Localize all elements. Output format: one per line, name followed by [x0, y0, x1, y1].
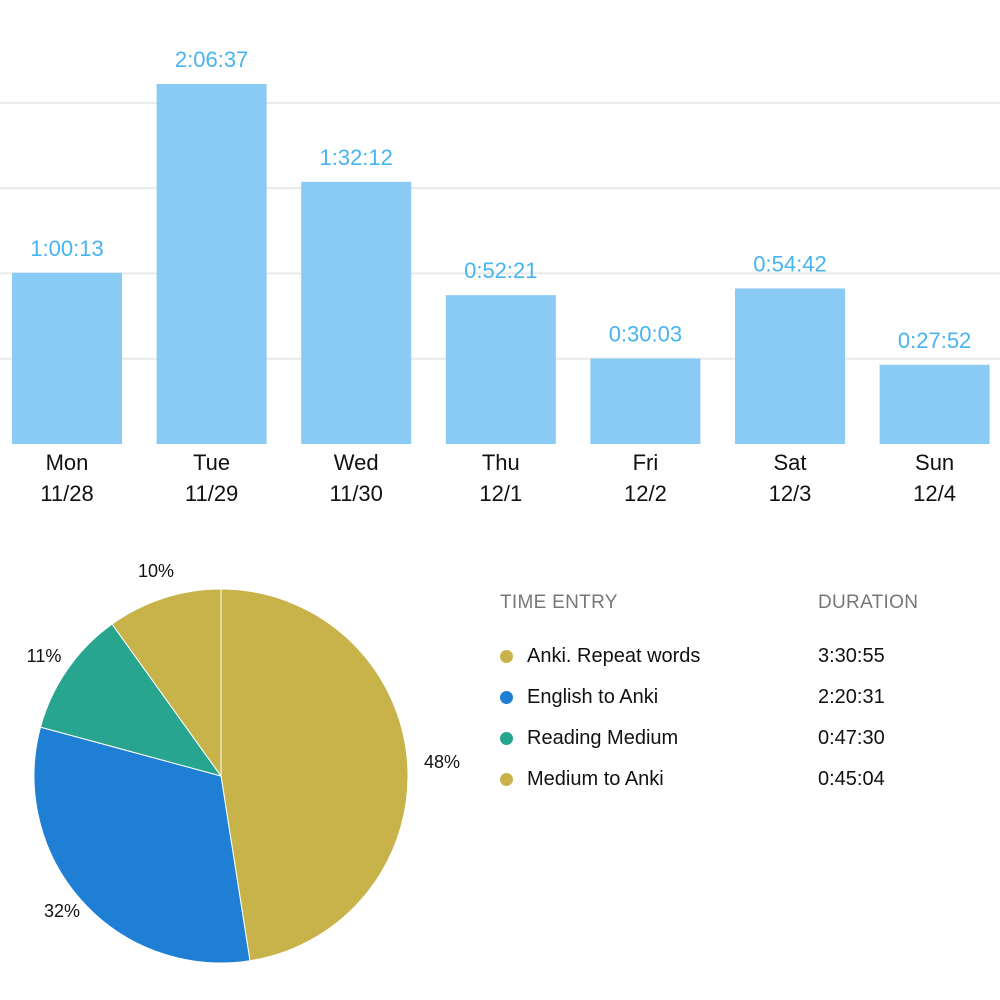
time-entry-column-header: TIME ENTRY: [500, 592, 618, 613]
x-tick-day-label: Wed: [334, 450, 379, 475]
legend-color-dot-icon: [500, 691, 513, 704]
bar-value-label: 2:06:37: [175, 47, 248, 72]
legend-header: TIME ENTRY DURATION: [500, 590, 980, 616]
pie-percent-label: 10%: [138, 561, 174, 581]
pie-slice-medium-to-anki[interactable]: [111, 588, 222, 778]
bar-sat[interactable]: [735, 288, 845, 444]
legend-row[interactable]: English to Anki 2:20:31: [500, 677, 980, 718]
legend-entry-name: English to Anki: [527, 686, 659, 708]
bar-mon[interactable]: [12, 272, 122, 444]
legend-entry-name: Reading Medium: [527, 727, 679, 749]
legend-duration-value: 0:47:30: [818, 727, 885, 749]
legend-duration-value: 2:20:31: [818, 686, 885, 708]
daily-duration-bar-chart: 1:00:13 2:06:37 1:32:12 0:52:21 0:30:03 0:54:…: [0, 47, 1000, 506]
x-tick-date-label: 12/1: [479, 481, 522, 506]
pie-percent-label: 11%: [27, 646, 62, 666]
pie-slice-reading-medium[interactable]: [39, 623, 223, 777]
x-tick-date-label: 11/30: [329, 481, 382, 506]
x-tick-date-label: 12/2: [624, 481, 667, 506]
legend-row[interactable]: Anki. Repeat words 3:30:55: [500, 636, 980, 677]
legend-entry-name: Medium to Anki: [527, 768, 664, 790]
bar-value-label: 0:52:21: [464, 258, 537, 283]
pie-percent-label: 48%: [424, 752, 460, 772]
legend-row[interactable]: Medium to Anki 0:45:04: [500, 759, 980, 800]
time-entry-legend-table: TIME ENTRY DURATION Anki. Repeat words 3:…: [500, 590, 980, 800]
legend-color-dot-icon: [500, 773, 513, 786]
legend-entry-cell: Reading Medium: [500, 727, 818, 750]
legend-entry-cell: Anki. Repeat words: [500, 645, 818, 668]
bar-fri[interactable]: [590, 358, 701, 444]
bar-thu[interactable]: [445, 295, 556, 444]
legend-duration-value: 3:30:55: [818, 645, 885, 667]
bar-value-label: 1:00:13: [30, 236, 103, 261]
legend-entry-cell: English to Anki: [500, 686, 818, 709]
legend-color-dot-icon: [500, 650, 513, 663]
x-tick-date-label: 12/4: [913, 481, 956, 506]
pie-slice-anki-repeat-words[interactable]: [220, 588, 409, 962]
bar-tue[interactable]: [156, 84, 267, 444]
duration-column-header: DURATION: [818, 592, 919, 613]
legend-color-dot-icon: [500, 732, 513, 745]
bar-value-label: 1:32:12: [319, 145, 392, 170]
bar-value-label: 0:27:52: [898, 328, 971, 353]
x-tick-day-label: Mon: [46, 450, 89, 475]
bar-sun[interactable]: [879, 364, 990, 444]
legend-duration-value: 0:45:04: [818, 768, 885, 790]
x-tick-day-label: Sat: [773, 450, 806, 475]
legend-entry-cell: Medium to Anki: [500, 768, 818, 791]
time-entry-pie-chart: 48% 32% 11% 10%: [27, 561, 460, 964]
x-tick-date-label: 11/28: [40, 481, 93, 506]
legend-row[interactable]: Reading Medium 0:47:30: [500, 718, 980, 759]
x-tick-date-label: 12/3: [769, 481, 812, 506]
x-tick-day-label: Tue: [193, 450, 230, 475]
x-tick-day-label: Fri: [633, 450, 659, 475]
x-tick-date-label: 11/29: [185, 481, 238, 506]
legend-entry-name: Anki. Repeat words: [527, 645, 701, 667]
pie-slice-english-to-anki[interactable]: [33, 726, 251, 964]
x-tick-day-label: Thu: [482, 450, 520, 475]
bar-value-label: 0:30:03: [609, 322, 682, 347]
pie-percent-label: 32%: [44, 901, 80, 921]
bar-value-label: 0:54:42: [753, 251, 826, 276]
bar-wed[interactable]: [301, 181, 412, 444]
x-tick-day-label: Sun: [915, 450, 954, 475]
